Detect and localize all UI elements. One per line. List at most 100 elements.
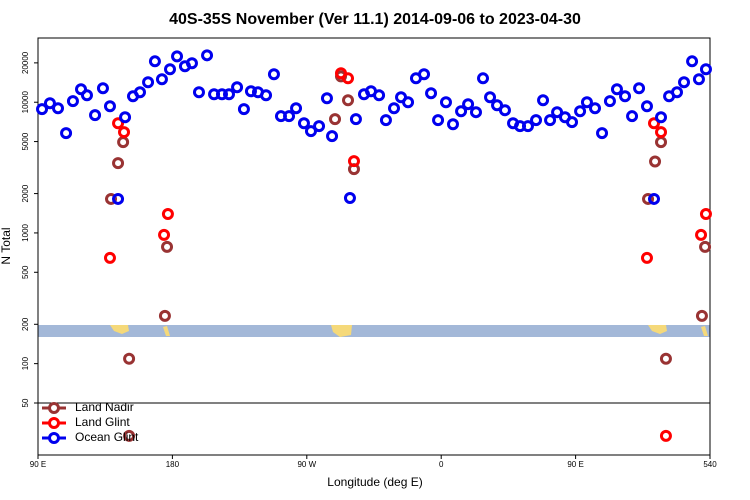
point — [551, 106, 564, 119]
point — [52, 102, 65, 115]
point — [626, 110, 639, 123]
y-tick-label: 50 — [21, 398, 30, 407]
point — [402, 96, 415, 109]
point — [192, 86, 205, 99]
y-axis-label: N Total — [0, 227, 13, 264]
point — [123, 429, 136, 442]
legend-marker — [48, 402, 60, 414]
point — [171, 50, 184, 63]
x-tick-label: 540 — [703, 460, 717, 469]
point — [596, 127, 609, 140]
point — [655, 111, 668, 124]
point — [642, 192, 655, 205]
point — [640, 251, 653, 264]
point — [36, 103, 49, 116]
point — [329, 113, 342, 126]
plot-frame — [37, 37, 711, 456]
point — [185, 57, 198, 70]
point — [544, 114, 557, 127]
point — [699, 63, 712, 76]
y-tick-label: 100 — [21, 356, 30, 370]
point — [43, 97, 56, 110]
point — [342, 72, 355, 85]
chart-title: 40S-35S November (Ver 11.1) 2014-09-06 t… — [169, 11, 581, 28]
point — [379, 114, 392, 127]
point — [118, 126, 131, 139]
point — [699, 240, 712, 253]
point — [297, 117, 310, 130]
point — [231, 81, 244, 94]
y-tick-label: 2000 — [21, 184, 30, 202]
point — [161, 207, 174, 220]
point — [105, 192, 118, 205]
land-shape — [110, 325, 708, 337]
point — [222, 88, 235, 101]
point — [580, 96, 593, 109]
point — [244, 85, 257, 98]
point — [237, 103, 250, 116]
y-tick-label: 5000 — [21, 132, 30, 150]
point — [89, 109, 102, 122]
point — [610, 83, 623, 96]
point — [469, 106, 482, 119]
legend-label: Ocean Glint — [75, 430, 139, 444]
point — [103, 100, 116, 113]
point — [103, 251, 116, 264]
point — [655, 136, 668, 149]
x-tick-label: 0 — [439, 460, 444, 469]
point — [537, 94, 550, 107]
point — [60, 127, 73, 140]
point — [659, 352, 672, 365]
point — [695, 309, 708, 322]
y-tick-label: 500 — [21, 265, 30, 279]
point — [498, 104, 511, 117]
point — [659, 429, 672, 442]
point — [142, 76, 155, 89]
point — [418, 68, 431, 81]
point — [477, 72, 490, 85]
point — [133, 86, 146, 99]
point — [432, 114, 445, 127]
legend-label: Land Glint — [75, 415, 130, 429]
point — [164, 63, 177, 76]
point — [283, 110, 296, 123]
point — [695, 228, 708, 241]
point — [699, 207, 712, 220]
x-tick-label: 90 W — [297, 460, 316, 469]
point — [462, 98, 475, 111]
point — [484, 91, 497, 104]
point — [439, 96, 452, 109]
point — [446, 118, 459, 131]
point — [678, 76, 691, 89]
point — [158, 309, 171, 322]
x-tick-label: 90 E — [567, 460, 583, 469]
x-tick-label: 180 — [166, 460, 180, 469]
point — [648, 192, 660, 205]
point — [123, 352, 136, 365]
point — [640, 100, 653, 113]
point — [655, 126, 668, 139]
point — [260, 89, 273, 102]
point — [686, 55, 699, 68]
y-tick-label: 200 — [21, 317, 30, 331]
point — [603, 95, 616, 108]
x-tick-label: 90 E — [30, 460, 46, 469]
point — [313, 120, 326, 133]
point — [112, 192, 125, 205]
y-tick-label: 10000 — [21, 91, 30, 114]
point — [80, 89, 93, 102]
point — [117, 136, 130, 149]
point — [692, 73, 705, 86]
point — [155, 73, 168, 86]
point — [75, 83, 88, 96]
point — [648, 117, 660, 130]
point — [96, 82, 109, 95]
point — [320, 92, 333, 105]
point — [566, 116, 579, 129]
point — [347, 155, 360, 168]
point — [290, 102, 303, 115]
point — [66, 95, 79, 108]
point — [215, 88, 228, 101]
legend-marker — [48, 432, 60, 444]
